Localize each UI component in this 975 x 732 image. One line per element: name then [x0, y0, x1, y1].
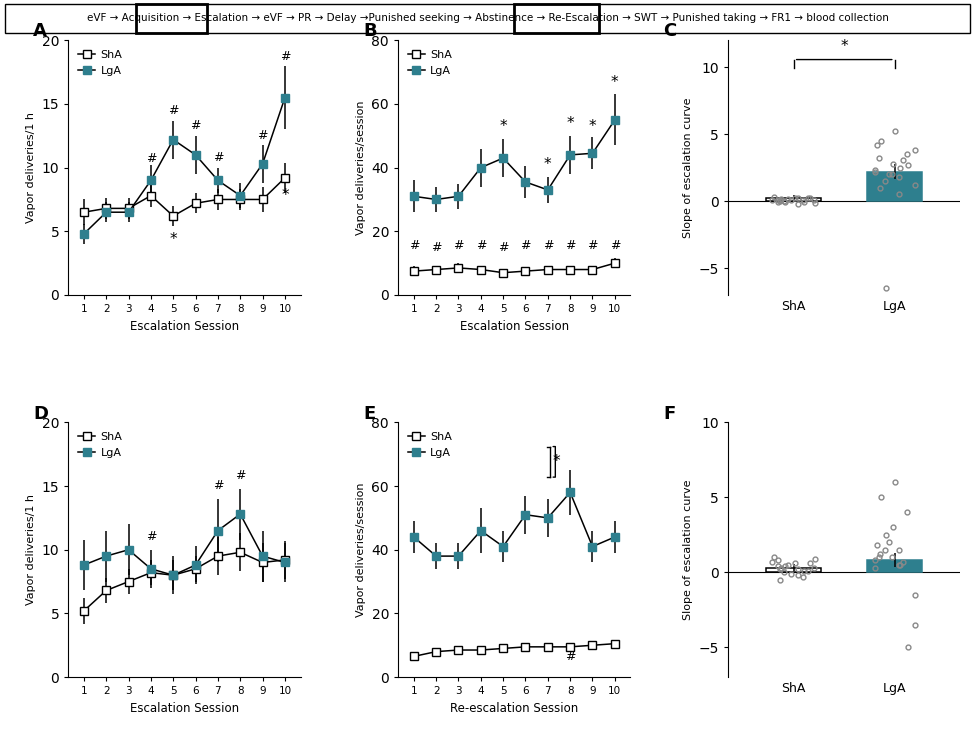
Text: F: F [663, 405, 676, 422]
Text: *: * [840, 40, 848, 54]
X-axis label: Escalation Session: Escalation Session [130, 702, 239, 714]
X-axis label: Re-escalation Session: Re-escalation Session [450, 702, 578, 714]
Text: #: # [453, 239, 464, 252]
Text: E: E [364, 405, 375, 422]
X-axis label: Escalation Session: Escalation Session [460, 320, 568, 332]
Text: #: # [565, 650, 575, 662]
Y-axis label: Slope of escalation curve: Slope of escalation curve [683, 479, 693, 620]
Legend: ShA, LgA: ShA, LgA [74, 428, 127, 463]
Y-axis label: Vapor deliveries/1 h: Vapor deliveries/1 h [26, 112, 36, 223]
Legend: ShA, LgA: ShA, LgA [404, 46, 456, 81]
Text: #: # [213, 151, 223, 164]
Text: #: # [213, 479, 223, 493]
Text: *: * [281, 188, 289, 203]
Text: A: A [33, 23, 47, 40]
Text: #: # [235, 469, 246, 482]
Text: #: # [521, 239, 530, 252]
Text: #: # [542, 239, 553, 252]
Text: #: # [476, 239, 487, 252]
Text: #: # [168, 104, 178, 116]
Text: *: * [499, 119, 507, 134]
Text: #: # [257, 129, 268, 142]
Text: *: * [553, 455, 561, 469]
Text: #: # [190, 119, 201, 132]
Text: B: B [364, 23, 377, 40]
Bar [136, 4, 207, 33]
Text: #: # [409, 239, 419, 252]
Text: #: # [609, 239, 620, 252]
Y-axis label: Vapor deliveries/session: Vapor deliveries/session [356, 482, 366, 617]
Text: #: # [145, 152, 156, 165]
Bar [867, 171, 922, 201]
Y-axis label: Vapor deliveries/1 h: Vapor deliveries/1 h [26, 494, 36, 605]
X-axis label: Escalation Session: Escalation Session [130, 320, 239, 332]
Text: *: * [611, 75, 619, 89]
Bar [514, 4, 599, 33]
Text: eVF → Acquisition → Escalation → eVF → PR → Delay →Punished seeking → Abstinence: eVF → Acquisition → Escalation → eVF → P… [87, 13, 888, 23]
Text: #: # [587, 239, 598, 252]
Text: *: * [566, 116, 574, 131]
Text: #: # [280, 51, 291, 63]
Text: D: D [33, 405, 49, 422]
Y-axis label: Vapor deliveries/session: Vapor deliveries/session [356, 100, 366, 235]
Y-axis label: Slope of escalation curve: Slope of escalation curve [683, 97, 693, 238]
Bar [766, 198, 822, 201]
Text: *: * [589, 119, 597, 134]
Bar [766, 568, 822, 572]
Bar [867, 560, 922, 572]
Legend: ShA, LgA: ShA, LgA [74, 46, 127, 81]
Text: C: C [663, 23, 677, 40]
Text: #: # [498, 241, 508, 253]
Legend: ShA, LgA: ShA, LgA [404, 428, 456, 463]
Text: #: # [431, 241, 442, 253]
Text: *: * [544, 157, 552, 173]
Text: #: # [145, 531, 156, 543]
Text: *: * [170, 231, 177, 247]
Text: #: # [565, 239, 575, 252]
